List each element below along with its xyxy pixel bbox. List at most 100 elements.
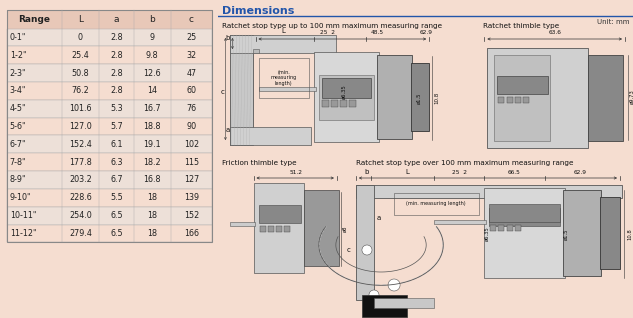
Text: L: L — [78, 15, 83, 24]
Text: 115: 115 — [184, 158, 199, 167]
Polygon shape — [329, 266, 330, 268]
Text: L: L — [405, 169, 409, 175]
Text: 127.0: 127.0 — [69, 122, 92, 131]
Bar — [411, 63, 429, 131]
Text: 18: 18 — [147, 229, 158, 238]
Text: 5.7: 5.7 — [110, 122, 123, 131]
Bar — [515, 225, 520, 231]
Polygon shape — [363, 283, 367, 284]
Text: 177.8: 177.8 — [69, 158, 92, 167]
Text: 279.4: 279.4 — [69, 229, 92, 238]
Text: 9.8: 9.8 — [146, 51, 159, 60]
Text: 10.8: 10.8 — [627, 228, 632, 240]
Bar — [489, 204, 560, 222]
Text: 4-5": 4-5" — [10, 104, 27, 113]
Polygon shape — [324, 227, 326, 229]
Bar — [331, 100, 338, 107]
Bar — [498, 225, 505, 231]
Bar — [506, 97, 513, 103]
Polygon shape — [428, 270, 430, 272]
Polygon shape — [438, 259, 439, 261]
Bar — [258, 205, 301, 223]
Bar — [6, 189, 212, 207]
Text: 254.0: 254.0 — [69, 211, 92, 220]
Text: 6.7: 6.7 — [110, 176, 123, 184]
Bar — [254, 183, 304, 273]
Bar — [230, 35, 253, 145]
Circle shape — [362, 245, 372, 255]
Bar — [6, 64, 212, 82]
Text: (min.
measuring
length): (min. measuring length) — [270, 70, 297, 86]
Text: 5.3: 5.3 — [110, 104, 123, 113]
Bar — [523, 97, 529, 103]
Text: ø1.5: ø1.5 — [417, 92, 422, 104]
Text: 25  2: 25 2 — [452, 169, 467, 175]
Text: 48.5: 48.5 — [370, 30, 384, 34]
Circle shape — [369, 290, 379, 300]
Text: 10-11": 10-11" — [10, 211, 36, 220]
Text: 47: 47 — [186, 69, 196, 78]
Bar — [434, 220, 486, 224]
Text: 2-3": 2-3" — [10, 69, 27, 78]
Text: 6.5: 6.5 — [110, 229, 123, 238]
Text: 5.5: 5.5 — [110, 193, 123, 202]
Text: 60: 60 — [186, 86, 196, 95]
Text: 16.7: 16.7 — [144, 104, 161, 113]
Text: 62.9: 62.9 — [420, 30, 433, 34]
Polygon shape — [332, 270, 334, 272]
Text: c: c — [347, 247, 351, 253]
Bar — [6, 225, 212, 242]
Bar — [336, 86, 366, 91]
Polygon shape — [423, 273, 426, 274]
Text: 14: 14 — [147, 86, 158, 95]
Text: 12.6: 12.6 — [144, 69, 161, 78]
Bar — [498, 76, 548, 94]
Text: b: b — [365, 169, 369, 175]
Text: Friction thimble type: Friction thimble type — [222, 160, 297, 166]
Polygon shape — [439, 231, 440, 232]
Text: Unit: mm: Unit: mm — [598, 19, 630, 25]
Polygon shape — [336, 273, 339, 274]
Polygon shape — [432, 266, 434, 268]
Text: b: b — [149, 15, 155, 24]
Bar — [377, 55, 412, 139]
Text: 76.2: 76.2 — [72, 86, 89, 95]
Bar — [362, 295, 407, 317]
Text: (min. measuring length): (min. measuring length) — [406, 202, 466, 206]
Bar — [356, 185, 622, 198]
Bar — [506, 225, 513, 231]
Bar — [6, 118, 212, 135]
Text: 10.8: 10.8 — [434, 92, 439, 104]
Text: 90: 90 — [186, 122, 196, 131]
Bar — [275, 226, 282, 232]
Text: ø6.35: ø6.35 — [485, 227, 490, 241]
Polygon shape — [389, 284, 392, 285]
Text: c: c — [189, 15, 194, 24]
Bar — [230, 222, 254, 226]
Text: 25.4: 25.4 — [72, 51, 89, 60]
Bar — [268, 226, 273, 232]
Text: 0: 0 — [78, 33, 83, 42]
Polygon shape — [436, 227, 438, 229]
Text: 2.8: 2.8 — [110, 69, 123, 78]
Bar — [258, 87, 316, 91]
Text: c: c — [220, 89, 224, 95]
Bar — [6, 29, 212, 46]
Text: Range: Range — [18, 15, 50, 24]
Text: 18.8: 18.8 — [144, 122, 161, 131]
Polygon shape — [408, 280, 410, 281]
Bar — [588, 55, 623, 141]
Text: 166: 166 — [184, 229, 199, 238]
Bar — [6, 82, 212, 100]
Bar — [600, 197, 620, 269]
Bar — [6, 153, 212, 171]
Polygon shape — [441, 234, 442, 237]
Text: b: b — [225, 35, 229, 41]
Polygon shape — [413, 278, 416, 280]
Text: 2.8: 2.8 — [110, 33, 123, 42]
Text: 3-4": 3-4" — [10, 86, 27, 95]
Text: 101.6: 101.6 — [69, 104, 92, 113]
Text: 152: 152 — [184, 211, 199, 220]
Text: 5-6": 5-6" — [10, 122, 27, 131]
Bar — [489, 208, 560, 226]
